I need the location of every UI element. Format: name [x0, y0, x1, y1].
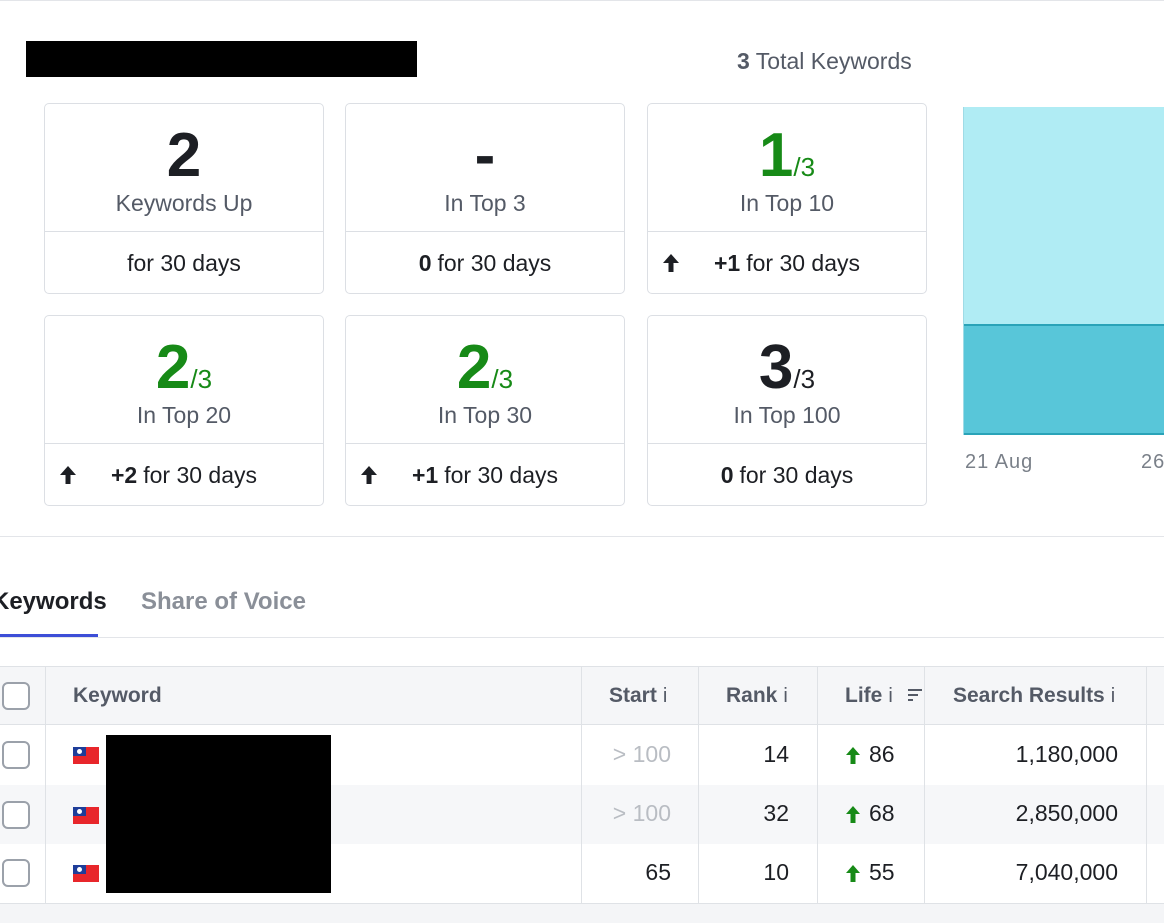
card-footer: +2 for 30 days	[45, 444, 323, 506]
column-divider	[45, 666, 46, 903]
rank-cell: 32	[763, 800, 789, 826]
card-label: In Top 30	[437, 402, 533, 428]
card-delta: +1	[713, 249, 741, 276]
select-all-checkbox[interactable]	[2, 682, 30, 710]
card-footer: 0 for 30 days	[648, 444, 926, 506]
card-delta: 0	[418, 249, 432, 276]
search-results-cell: 2,850,000	[1015, 800, 1118, 826]
column-divider	[817, 666, 818, 903]
trend-up-icon	[846, 806, 860, 823]
column-header-rank[interactable]: Rank i	[726, 684, 788, 707]
card-fraction: /3	[793, 152, 816, 182]
distribution-chart	[963, 107, 1164, 435]
card-period: for 30 days	[127, 249, 241, 276]
taiwan-flag-icon	[73, 807, 99, 824]
tab-share-of-voice[interactable]: Share of Voice	[141, 588, 306, 615]
column-header-life[interactable]: Life i	[845, 684, 893, 707]
redacted-keywords	[106, 735, 331, 893]
card-fraction: /3	[793, 364, 816, 394]
table-header	[0, 666, 1164, 725]
card-in-top-10[interactable]: 1/3 In Top 10 +1 for 30 days	[647, 103, 927, 294]
card-value: 2/3	[456, 333, 514, 402]
trend-up-icon	[846, 865, 860, 882]
trend-up-icon	[846, 747, 860, 764]
tab-keywords[interactable]: Keywords	[0, 588, 107, 615]
card-in-top-30[interactable]: 2/3 In Top 30 +1 for 30 days	[345, 315, 625, 506]
arrow-up-icon	[361, 466, 377, 484]
card-period: for 30 days	[739, 461, 854, 488]
section-divider	[0, 536, 1164, 537]
info-icon[interactable]: i	[888, 685, 893, 707]
table-bottom-border	[0, 903, 1164, 904]
column-header-start[interactable]: Start i	[609, 684, 668, 707]
life-cell: 68	[869, 800, 895, 826]
taiwan-flag-icon	[73, 747, 99, 764]
card-value: -	[474, 121, 496, 190]
search-results-cell: 1,180,000	[1015, 741, 1118, 767]
card-footer: 0 for 30 days	[346, 232, 624, 294]
card-fraction: /3	[491, 364, 514, 394]
card-period: for 30 days	[437, 249, 552, 276]
start-cell: > 100	[612, 741, 671, 767]
column-header-keyword[interactable]: Keyword	[73, 684, 162, 707]
card-delta: 0	[720, 461, 734, 488]
column-divider	[698, 666, 699, 903]
card-fraction: /3	[190, 364, 213, 394]
card-period: for 30 days	[444, 461, 559, 488]
card-period: for 30 days	[143, 461, 258, 488]
redacted-title	[26, 41, 417, 77]
start-cell: > 100	[612, 800, 671, 826]
card-in-top-100[interactable]: 3/3 In Top 100 0 for 30 days	[647, 315, 927, 506]
chart-area-lower	[963, 325, 1164, 435]
column-divider	[1146, 666, 1147, 903]
total-keywords: 3 Total Keywords	[737, 48, 912, 75]
top-border	[0, 0, 1164, 1]
sort-icon[interactable]	[908, 688, 922, 702]
card-label: Keywords Up	[115, 190, 253, 216]
column-divider	[924, 666, 925, 903]
active-tab-indicator	[0, 634, 98, 637]
card-delta: +1	[411, 461, 439, 488]
card-footer: for 30 days	[45, 232, 323, 294]
card-keywords-up[interactable]: 2 Keywords Up for 30 days	[44, 103, 324, 294]
taiwan-flag-icon	[73, 865, 99, 882]
card-value: 2/3	[155, 333, 213, 402]
card-label: In Top 3	[444, 190, 526, 216]
card-value: 1/3	[758, 121, 816, 190]
card-in-top-20[interactable]: 2/3 In Top 20 +2 for 30 days	[44, 315, 324, 506]
info-icon[interactable]: i	[662, 685, 668, 707]
rank-cell: 14	[763, 741, 789, 767]
arrow-up-icon	[60, 466, 76, 484]
column-divider	[581, 666, 582, 903]
row-checkbox[interactable]	[2, 859, 30, 887]
rank-cell: 10	[763, 859, 789, 885]
start-cell: 65	[645, 859, 671, 885]
total-keywords-count: 3	[737, 48, 750, 74]
card-period: for 30 days	[746, 249, 861, 276]
chart-x-label: 26	[1141, 451, 1164, 473]
chart-area-upper	[963, 107, 1164, 325]
life-cell: 86	[869, 741, 895, 767]
info-icon[interactable]: i	[783, 685, 788, 707]
card-delta: +2	[110, 461, 138, 488]
tabs-divider	[0, 637, 1164, 638]
chart-x-label: 21 Aug	[965, 451, 1034, 473]
card-label: In Top 100	[733, 402, 841, 428]
row-checkbox[interactable]	[2, 741, 30, 769]
card-value: 2	[166, 121, 202, 190]
search-results-cell: 7,040,000	[1015, 859, 1118, 885]
card-footer: +1 for 30 days	[648, 232, 926, 294]
row-checkbox[interactable]	[2, 801, 30, 829]
card-label: In Top 10	[739, 190, 835, 216]
total-keywords-label: Total Keywords	[755, 48, 912, 74]
card-in-top-3[interactable]: - In Top 3 0 for 30 days	[345, 103, 625, 294]
card-label: In Top 20	[136, 402, 232, 428]
info-icon[interactable]: i	[1110, 685, 1116, 707]
card-footer: +1 for 30 days	[346, 444, 624, 506]
column-header-search-results[interactable]: Search Results i	[953, 684, 1116, 707]
footer-strip	[0, 904, 1164, 923]
arrow-up-icon	[663, 254, 679, 272]
card-value: 3/3	[758, 333, 816, 402]
life-cell: 55	[869, 859, 895, 885]
